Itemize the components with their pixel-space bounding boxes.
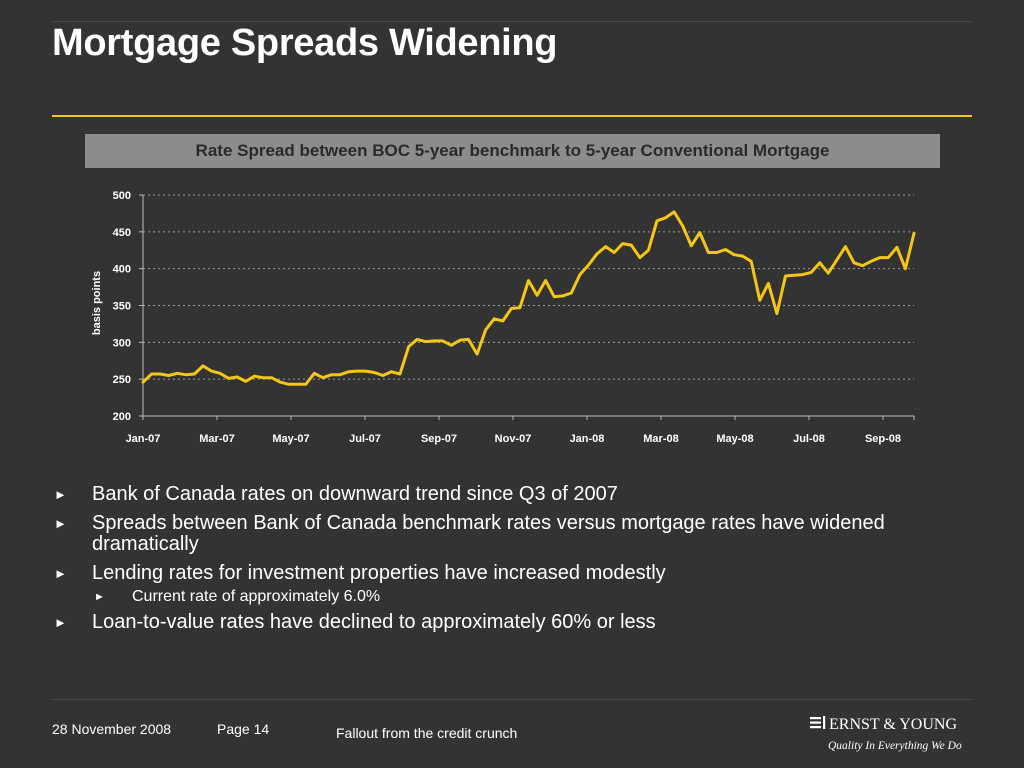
x-tick-label: Jul-07 [349,433,381,445]
bullet-item: Bank of Canada rates on downward trend s… [52,484,932,506]
x-tick-label: May-07 [272,433,309,445]
bullet-item: Loan-to-value rates have declined to app… [52,612,932,634]
x-tick-label: May-08 [716,433,753,445]
x-tick-label: Jan-08 [570,433,605,445]
footer-page-number: Page 14 [217,721,270,737]
y-tick-label: 200 [113,411,131,423]
sub-bullet-item: Current rate of approximately 6.0% [52,588,932,606]
footer-date: 28 November 2008 [52,721,172,737]
x-tick-label: Mar-08 [643,433,678,445]
footer-subtitle: Fallout from the credit crunch [336,725,518,741]
slide-title: Mortgage Spreads Widening [52,22,558,64]
x-tick-label: Sep-08 [865,433,901,445]
series-line [141,210,916,386]
logo-wordmark: ERNST & YOUNG [829,716,957,733]
bullet-item: Spreads between Bank of Canada benchmark… [52,513,932,555]
y-tick-label: 300 [113,337,131,349]
footer-divider [52,699,972,700]
x-tick-label: Jan-07 [126,433,161,445]
y-tick-label: 450 [113,227,131,239]
ernst-young-logo: ERNST & YOUNG Quality In Everything We D… [810,716,962,752]
y-tick-label: 500 [113,190,131,202]
bullet-list: Bank of Canada rates on downward trend s… [52,484,932,641]
x-tick-label: Jul-08 [793,433,825,445]
y-tick-label: 350 [113,301,131,313]
y-tick-label: 400 [113,264,131,276]
x-tick-label: Sep-07 [421,433,457,445]
logo-tagline: Quality In Everything We Do [828,740,962,752]
chart-title-bar: Rate Spread between BOC 5-year benchmark… [85,134,940,168]
bullet-item: Lending rates for investment properties … [52,563,932,585]
top-divider [52,21,972,22]
y-axis-label: basis points [91,271,103,335]
y-tick-label: 250 [113,374,131,386]
x-tick-label: Nov-07 [495,433,532,445]
title-underline [52,115,972,117]
line-chart: 200 250 300 350 400 450 500 basis points Jan-07 M… [91,190,916,445]
x-tick-label: Mar-07 [199,433,234,445]
